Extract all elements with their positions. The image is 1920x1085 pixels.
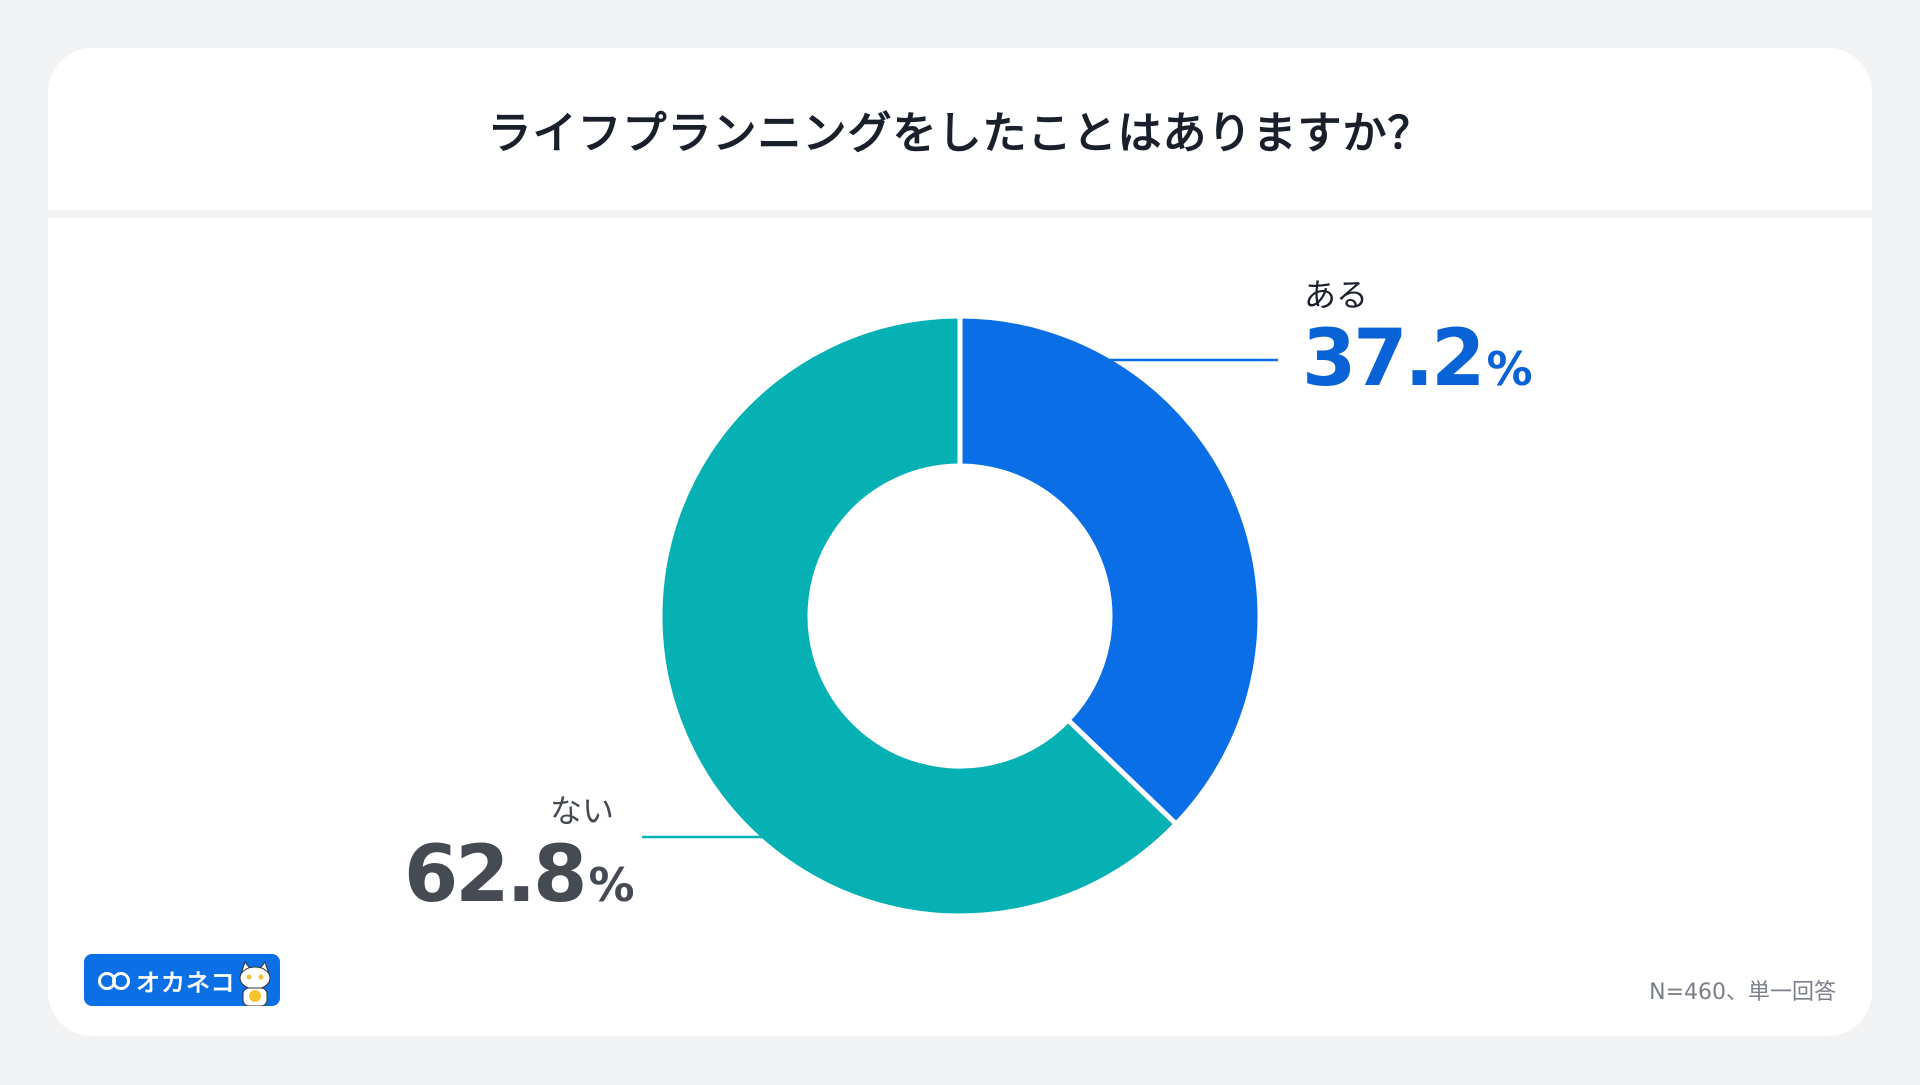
chart-card: ライフプランニングをしたことはありますか？ ある 37.2% ない 62.8% … bbox=[48, 48, 1872, 1036]
title-divider bbox=[48, 210, 1872, 218]
cat-mascot-icon bbox=[239, 960, 271, 1006]
donut-slice-1 bbox=[657, 313, 1179, 919]
okaneko-logo: オカネコ bbox=[84, 954, 280, 1006]
slice-percent-aru: 37.2% bbox=[1302, 314, 1533, 404]
donut-chart bbox=[642, 313, 1278, 919]
chart-title: ライフプランニングをしたことはありますか？ bbox=[487, 108, 1433, 159]
slice-label-aru: ある bbox=[1304, 276, 1369, 314]
slice-unit-nai: % bbox=[588, 858, 635, 912]
slice-unit-aru: % bbox=[1486, 342, 1533, 396]
slice-value-aru: 37.2 bbox=[1302, 314, 1485, 404]
slice-value-nai: 62.8 bbox=[404, 830, 587, 920]
logo-glasses-icon bbox=[98, 972, 130, 990]
donut-slice-0 bbox=[957, 313, 1263, 827]
title-bar: ライフプランニングをしたことはありますか？ bbox=[48, 48, 1872, 210]
logo-text: オカネコ bbox=[136, 968, 236, 997]
slice-percent-nai: 62.8% bbox=[404, 830, 635, 920]
sample-footnote: N=460、単一回答 bbox=[1649, 980, 1836, 1005]
slice-label-nai: ない bbox=[550, 792, 615, 830]
